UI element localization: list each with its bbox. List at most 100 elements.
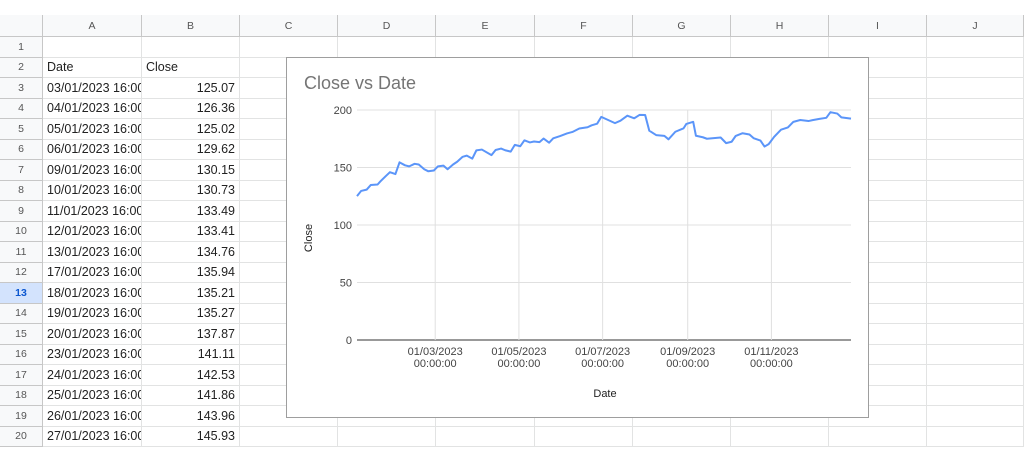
y-tick-label: 100 (334, 220, 352, 232)
cell (927, 324, 1024, 345)
close-cell: 143.96 (142, 406, 240, 427)
close-cell: 130.73 (142, 180, 240, 201)
close-cell: 141.86 (142, 385, 240, 406)
row-header: 5 (0, 119, 43, 140)
close-cell: 135.94 (142, 262, 240, 283)
column-header: G (633, 15, 731, 37)
row-header: 14 (0, 303, 43, 324)
close-cell: 125.02 (142, 119, 240, 140)
cell (927, 406, 1024, 427)
date-cell: 12/01/2023 16:00:00 (43, 221, 142, 242)
cell (829, 344, 927, 365)
close-cell: 129.62 (142, 139, 240, 160)
date-cell: 20/01/2023 16:00:00 (43, 324, 142, 345)
x-tick-label: 01/11/2023 00:00:00 (744, 346, 798, 370)
column-header: B (142, 15, 240, 37)
column-header: D (338, 15, 436, 37)
row-header: 15 (0, 324, 43, 345)
row-header: 11 (0, 242, 43, 263)
y-tick-label: 200 (334, 105, 352, 117)
cell (829, 221, 927, 242)
cell (927, 57, 1024, 78)
y-tick-label: 150 (334, 163, 352, 175)
cell (927, 139, 1024, 160)
close-cell: 126.36 (142, 98, 240, 119)
cell (927, 37, 1024, 58)
cell (829, 119, 927, 140)
header-cell: Date (43, 57, 142, 78)
cell (829, 262, 927, 283)
date-cell: 18/01/2023 16:00:00 (43, 283, 142, 304)
x-tick-label: 01/03/2023 00:00:00 (408, 346, 463, 370)
row-header: 3 (0, 78, 43, 99)
row-header: 17 (0, 365, 43, 386)
date-cell: 27/01/2023 16:00:00 (43, 426, 142, 447)
cell (927, 201, 1024, 222)
date-cell: 09/01/2023 16:00:00 (43, 160, 142, 181)
cell (927, 160, 1024, 181)
date-cell: 11/01/2023 16:00:00 (43, 201, 142, 222)
cell (829, 242, 927, 263)
cell (927, 385, 1024, 406)
cell (829, 139, 927, 160)
row-header: 19 (0, 406, 43, 427)
date-cell: 13/01/2023 16:00:00 (43, 242, 142, 263)
close-cell: 137.87 (142, 324, 240, 345)
cell (731, 37, 829, 58)
cell (436, 37, 535, 58)
row-header: 20 (0, 426, 43, 447)
cell (927, 262, 1024, 283)
cell (240, 426, 338, 447)
cell (829, 180, 927, 201)
cell (633, 426, 731, 447)
row-header: 2 (0, 57, 43, 78)
cell (829, 324, 927, 345)
date-cell: 03/01/2023 16:00:00 (43, 78, 142, 99)
column-header: C (240, 15, 338, 37)
cell (829, 385, 927, 406)
column-header: E (436, 15, 535, 37)
close-cell: 134.76 (142, 242, 240, 263)
row-header: 8 (0, 180, 43, 201)
row-header: 16 (0, 344, 43, 365)
y-axis-label: Close (303, 224, 315, 252)
column-header: H (731, 15, 829, 37)
cell (927, 242, 1024, 263)
cell (43, 37, 142, 58)
close-cell: 130.15 (142, 160, 240, 181)
x-tick-label: 01/07/2023 00:00:00 (575, 346, 630, 370)
cell (535, 37, 633, 58)
cell (338, 37, 436, 58)
close-cell: 135.27 (142, 303, 240, 324)
date-cell: 10/01/2023 16:00:00 (43, 180, 142, 201)
chart: Close vs Date Date Close 0 50 100 150 200 01/… (286, 57, 869, 418)
cell (240, 37, 338, 58)
row-header: 7 (0, 160, 43, 181)
cell (633, 37, 731, 58)
cell (927, 221, 1024, 242)
cell (927, 180, 1024, 201)
close-cell: 145.93 (142, 426, 240, 447)
cell (829, 283, 927, 304)
chart-title: Close vs Date (304, 73, 416, 93)
cell (829, 303, 927, 324)
date-cell: 26/01/2023 16:00:00 (43, 406, 142, 427)
row-header: 1 (0, 37, 43, 58)
x-tick-label: 01/09/2023 00:00:00 (660, 346, 715, 370)
cell (927, 344, 1024, 365)
y-tick-label: 0 (346, 335, 352, 347)
cell (829, 426, 927, 447)
date-cell: 19/01/2023 16:00:00 (43, 303, 142, 324)
close-cell: 125.07 (142, 78, 240, 99)
row-header: 13 (0, 283, 43, 304)
close-cell: 142.53 (142, 365, 240, 386)
cell (829, 406, 927, 427)
date-cell: 05/01/2023 16:00:00 (43, 119, 142, 140)
close-cell: 141.11 (142, 344, 240, 365)
cell (829, 365, 927, 386)
row-header: 10 (0, 221, 43, 242)
cell (927, 119, 1024, 140)
cell (927, 303, 1024, 324)
cell (829, 78, 927, 99)
cell (829, 57, 927, 78)
